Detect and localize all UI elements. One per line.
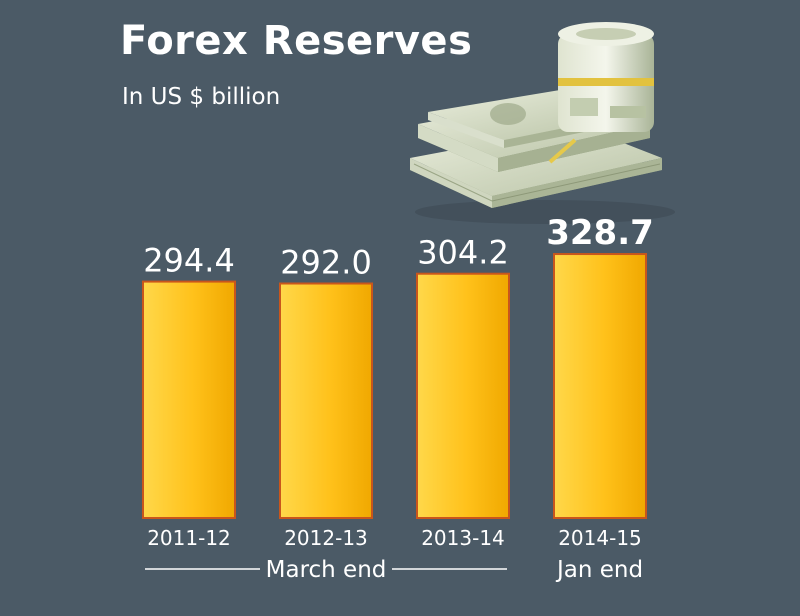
bar-2011-12 [142,280,236,520]
chart-title: Forex Reserves [120,18,473,64]
value-label-2012-13: 292.0 [280,244,372,282]
bar-2014-15 [553,253,647,519]
group-label-0: March end [266,557,387,583]
value-label-2014-15: 328.7 [546,213,654,253]
value-label-2011-12: 294.4 [143,242,235,280]
category-label-2013-14: 2013-14 [421,526,505,550]
value-label-2013-14: 304.2 [417,234,509,272]
money-bundle-icon [410,22,675,224]
bar-2013-14 [416,272,510,519]
group-label-1: Jan end [555,557,643,583]
category-label-2014-15: 2014-15 [558,526,642,550]
category-label-2011-12: 2011-12 [147,526,231,550]
chart-subtitle: In US $ billion [122,84,281,110]
category-label-2012-13: 2012-13 [284,526,368,550]
bar-2012-13 [279,282,373,519]
